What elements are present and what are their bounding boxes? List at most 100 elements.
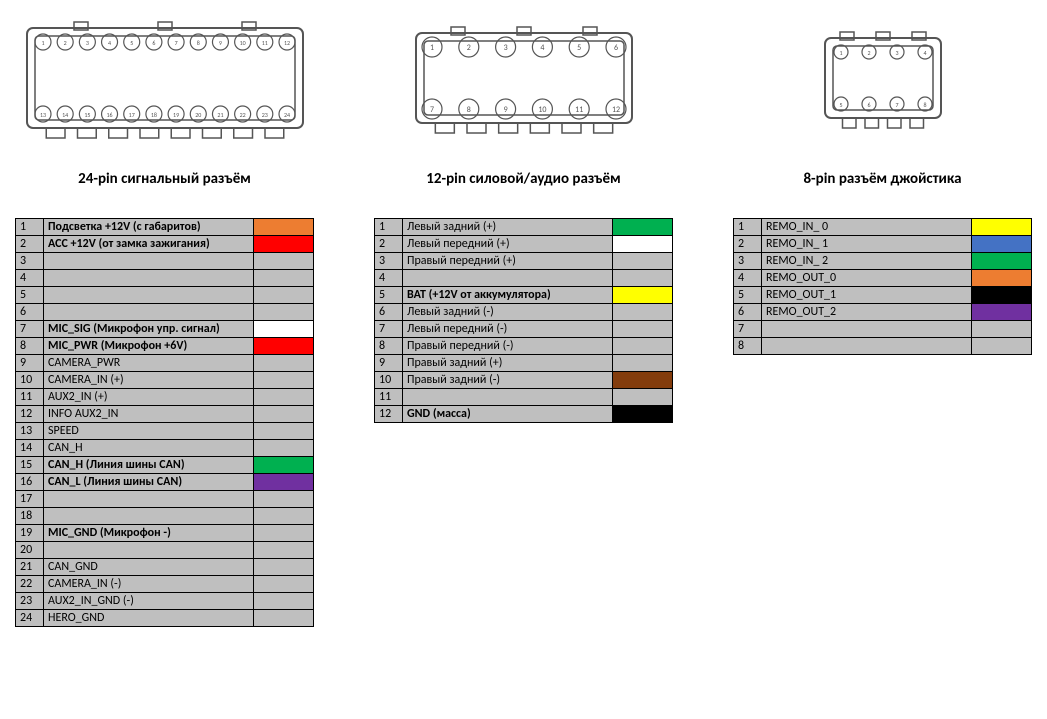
table-row: 5 bbox=[16, 287, 314, 304]
pin-number: 8 bbox=[734, 338, 762, 355]
pin-number: 11 bbox=[375, 389, 403, 406]
table-row: 8Правый передний (-) bbox=[375, 338, 673, 355]
pin-label bbox=[44, 270, 254, 287]
pin-color-swatch bbox=[613, 253, 673, 270]
connector-24pin-drawing: 123456789101112131415161718192021222324 bbox=[25, 10, 305, 150]
connector-12pin-icon: 123456789101112 bbox=[414, 25, 634, 135]
pin-color-swatch bbox=[254, 542, 314, 559]
pin-label bbox=[44, 542, 254, 559]
svg-text:5: 5 bbox=[130, 39, 133, 47]
pin-label: REMO_IN_ 0 bbox=[762, 219, 972, 236]
pin-number: 3 bbox=[734, 253, 762, 270]
pin-label: MIC_SIG (Микрофон упр. сигнал) bbox=[44, 321, 254, 338]
table-row: 5REMO_OUT_1 bbox=[734, 287, 1032, 304]
table-row: 2REMO_IN_ 1 bbox=[734, 236, 1032, 253]
table-row: 14CAN_H bbox=[16, 440, 314, 457]
svg-text:11: 11 bbox=[261, 39, 267, 47]
pin-color-swatch bbox=[613, 287, 673, 304]
table-row: 12INFO AUX2_IN bbox=[16, 406, 314, 423]
pin-label: CAN_GND bbox=[44, 559, 254, 576]
svg-text:3: 3 bbox=[85, 39, 88, 47]
pin-label: AUX2_IN (+) bbox=[44, 389, 254, 406]
svg-text:10: 10 bbox=[239, 39, 245, 47]
svg-text:7: 7 bbox=[429, 105, 433, 115]
pin-color-swatch bbox=[254, 236, 314, 253]
pin-color-swatch bbox=[254, 406, 314, 423]
pin-color-swatch bbox=[613, 236, 673, 253]
table-row: 4REMO_OUT_0 bbox=[734, 270, 1032, 287]
table-row: 8 bbox=[734, 338, 1032, 355]
pin-label bbox=[762, 338, 972, 355]
svg-text:17: 17 bbox=[128, 111, 134, 119]
pin-color-swatch bbox=[613, 304, 673, 321]
svg-text:8: 8 bbox=[466, 105, 470, 115]
pin-color-swatch bbox=[613, 219, 673, 236]
pin-color-swatch bbox=[254, 525, 314, 542]
svg-text:7: 7 bbox=[895, 101, 898, 109]
svg-text:1: 1 bbox=[41, 39, 44, 47]
table-row: 13SPEED bbox=[16, 423, 314, 440]
table-row: 6REMO_OUT_2 bbox=[734, 304, 1032, 321]
table-row: 8MIC_PWR (Микрофон +6V) bbox=[16, 338, 314, 355]
pin-color-swatch bbox=[613, 372, 673, 389]
pin-label: Правый задний (-) bbox=[403, 372, 613, 389]
pin-number: 10 bbox=[16, 372, 44, 389]
pin-color-swatch bbox=[254, 372, 314, 389]
pin-color-swatch bbox=[972, 304, 1032, 321]
connector-24pin-icon: 123456789101112131415161718192021222324 bbox=[25, 20, 305, 140]
pin-number: 9 bbox=[375, 355, 403, 372]
pin-label bbox=[403, 270, 613, 287]
pin-color-swatch bbox=[972, 321, 1032, 338]
pin-label: Правый передний (+) bbox=[403, 253, 613, 270]
table-row: 16CAN_L (Линия шины CAN) bbox=[16, 474, 314, 491]
svg-text:5: 5 bbox=[577, 43, 581, 53]
pin-label: CAMERA_PWR bbox=[44, 355, 254, 372]
table-8pin: 1REMO_IN_ 02REMO_IN_ 13REMO_IN_ 24REMO_O… bbox=[733, 218, 1032, 355]
pin-label: Правый передний (-) bbox=[403, 338, 613, 355]
table-row: 6 bbox=[16, 304, 314, 321]
pin-color-swatch bbox=[972, 270, 1032, 287]
pin-label: Левый задний (+) bbox=[403, 219, 613, 236]
pin-label: CAN_H bbox=[44, 440, 254, 457]
svg-text:16: 16 bbox=[106, 111, 112, 119]
pin-number: 3 bbox=[16, 253, 44, 270]
pin-color-swatch bbox=[254, 321, 314, 338]
pin-number: 8 bbox=[16, 338, 44, 355]
pin-color-swatch bbox=[254, 474, 314, 491]
table-row: 15CAN_H (Линия шины CAN) bbox=[16, 457, 314, 474]
pin-label: REMO_IN_ 1 bbox=[762, 236, 972, 253]
svg-text:24: 24 bbox=[283, 111, 289, 119]
pin-number: 3 bbox=[375, 253, 403, 270]
pin-number: 6 bbox=[16, 304, 44, 321]
pin-number: 13 bbox=[16, 423, 44, 440]
pin-label bbox=[403, 389, 613, 406]
pin-label: CAN_L (Линия шины CAN) bbox=[44, 474, 254, 491]
pin-label: MIC_PWR (Микрофон +6V) bbox=[44, 338, 254, 355]
table-row: 4 bbox=[375, 270, 673, 287]
pin-number: 24 bbox=[16, 610, 44, 627]
svg-text:5: 5 bbox=[839, 101, 842, 109]
pin-number: 6 bbox=[734, 304, 762, 321]
table-row: 3 bbox=[16, 253, 314, 270]
table-row: 2ACC +12V (от замка зажигания) bbox=[16, 236, 314, 253]
table-row: 1Подсветка +12V (с габаритов) bbox=[16, 219, 314, 236]
svg-text:15: 15 bbox=[84, 111, 90, 119]
table-row: 2Левый передний (+) bbox=[375, 236, 673, 253]
svg-text:19: 19 bbox=[173, 111, 179, 119]
pin-number: 7 bbox=[16, 321, 44, 338]
pin-label: CAMERA_IN (+) bbox=[44, 372, 254, 389]
svg-text:11: 11 bbox=[575, 105, 583, 115]
table-row: 23AUX2_IN_GND (-) bbox=[16, 593, 314, 610]
pin-number: 1 bbox=[16, 219, 44, 236]
pin-number: 20 bbox=[16, 542, 44, 559]
pin-number: 15 bbox=[16, 457, 44, 474]
table-row: 6Левый задний (-) bbox=[375, 304, 673, 321]
pin-number: 5 bbox=[734, 287, 762, 304]
columns: 123456789101112131415161718192021222324 … bbox=[0, 0, 1047, 627]
pin-label: REMO_OUT_0 bbox=[762, 270, 972, 287]
svg-text:20: 20 bbox=[195, 111, 201, 119]
pin-number: 2 bbox=[16, 236, 44, 253]
pin-color-swatch bbox=[254, 304, 314, 321]
pin-number: 12 bbox=[375, 406, 403, 423]
pin-number: 2 bbox=[734, 236, 762, 253]
